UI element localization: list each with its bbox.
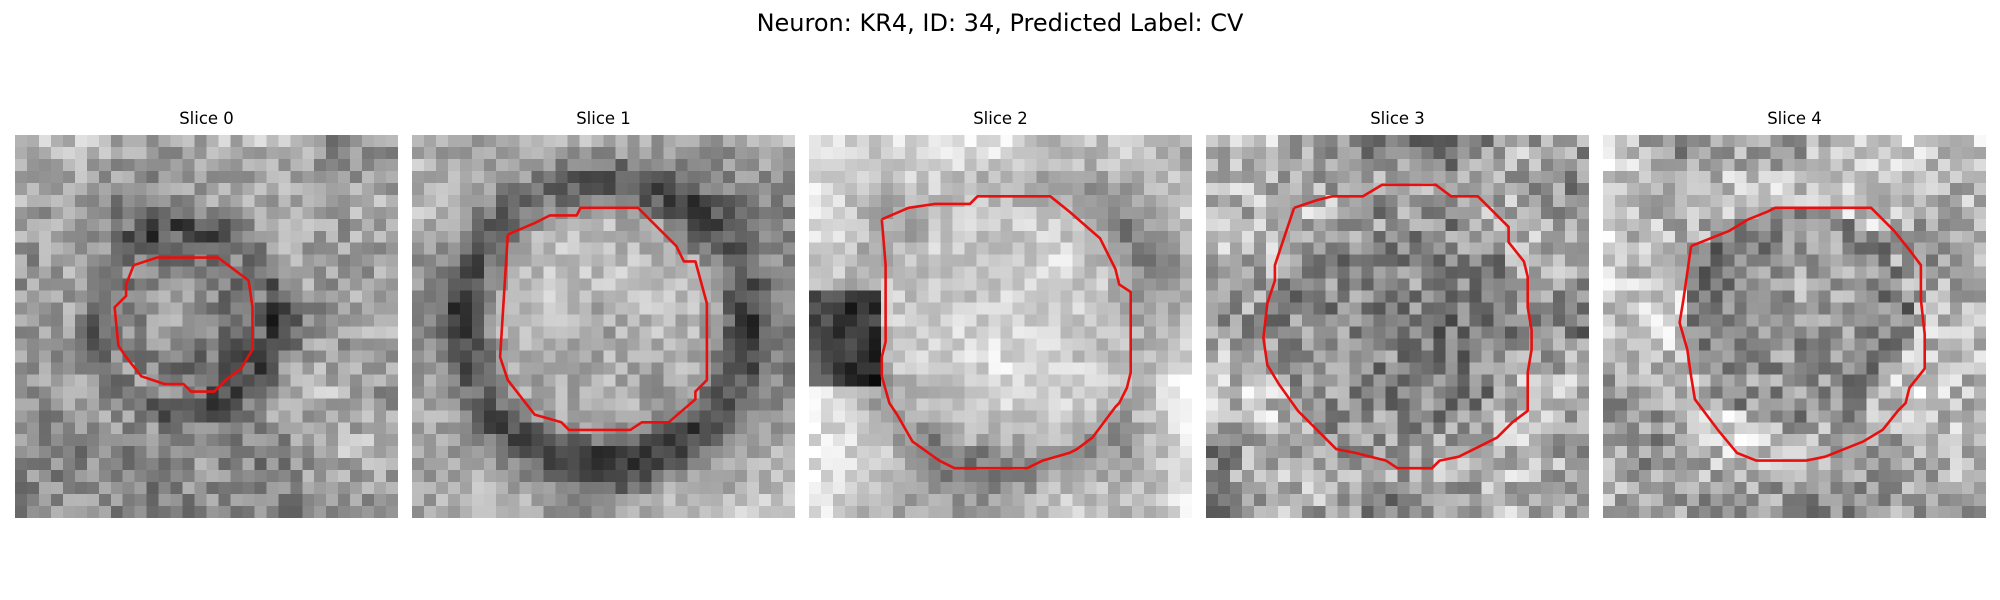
slice-contour-1 xyxy=(498,206,709,432)
slice-contour-2 xyxy=(880,194,1133,470)
slice-panel-1: Slice 1 xyxy=(412,108,795,518)
slice-contour-svg-4 xyxy=(1678,206,1927,462)
slice-contour-svg-1 xyxy=(498,206,709,432)
slice-contour-4 xyxy=(1678,206,1927,462)
slice-title-4: Slice 4 xyxy=(1767,109,1822,128)
slice-title-1: Slice 1 xyxy=(576,109,631,128)
slice-image-0 xyxy=(15,135,398,518)
slice-contour-0 xyxy=(113,256,254,393)
slice-contour-svg-3 xyxy=(1262,183,1533,470)
slice-title-3: Slice 3 xyxy=(1370,109,1425,128)
slice-title-0: Slice 0 xyxy=(179,109,234,128)
slice-image-3 xyxy=(1206,135,1589,518)
slice-title-2: Slice 2 xyxy=(973,109,1028,128)
slice-image-4 xyxy=(1603,135,1986,518)
slice-panel-3: Slice 3 xyxy=(1206,108,1589,518)
slice-contour-3 xyxy=(1262,183,1533,470)
slice-image-1 xyxy=(412,135,795,518)
slice-panel-2: Slice 2 xyxy=(809,108,1192,518)
figure-title: Neuron: KR4, ID: 34, Predicted Label: CV xyxy=(756,9,1244,37)
slice-panel-4: Slice 4 xyxy=(1603,108,1986,518)
slice-panel-0: Slice 0 xyxy=(15,108,398,518)
slice-image-2 xyxy=(809,135,1192,518)
slice-contour-svg-0 xyxy=(113,256,254,393)
slice-contour-svg-2 xyxy=(880,194,1133,470)
